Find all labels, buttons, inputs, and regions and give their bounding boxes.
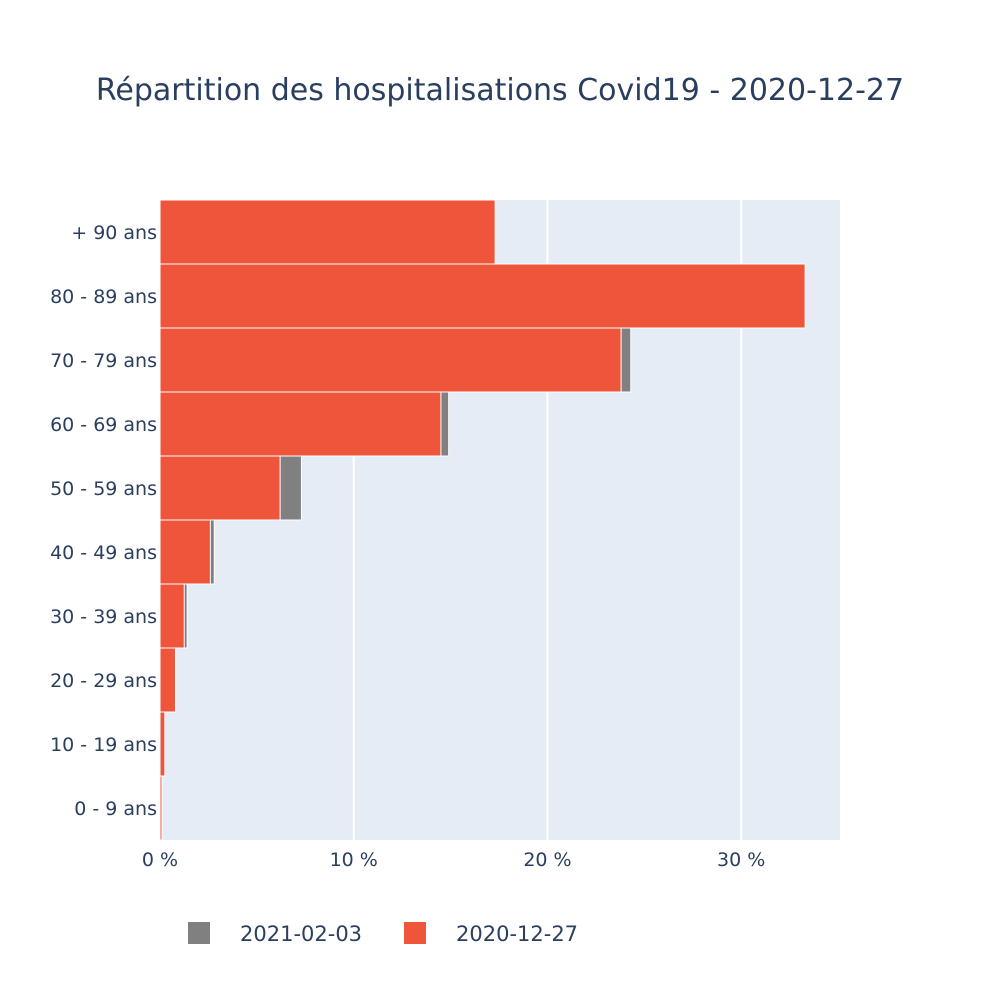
bar-2020-12-27[interactable]	[159, 391, 442, 457]
legend-label: 2020-12-27	[456, 922, 578, 946]
bar-2020-12-27[interactable]	[159, 775, 163, 841]
legend-swatch	[188, 922, 210, 944]
legend-item[interactable]: 2021-02-03	[188, 922, 362, 946]
bar-2020-12-27[interactable]	[159, 327, 622, 393]
legend-label: 2021-02-03	[240, 922, 362, 946]
x-axis-tick-labels: 0 % 10 % 20 % 30 %	[142, 849, 765, 871]
y-axis-tick-labels: 0 - 9 ans 10 - 19 ans 20 - 29 ans 30 - 39 a…	[50, 222, 157, 820]
bar-2020-12-27[interactable]	[159, 711, 166, 777]
chart-title: Répartition des hospitalisations Covid19…	[96, 73, 904, 108]
bar-2020-12-27[interactable]	[159, 519, 211, 585]
bar-2020-12-27[interactable]	[159, 583, 185, 649]
y-tick-label: 30 - 39 ans	[50, 606, 157, 628]
legend-swatch	[404, 922, 426, 944]
legend-item[interactable]: 2020-12-27	[404, 922, 578, 946]
y-tick-label: 70 - 79 ans	[50, 350, 157, 372]
y-tick-label: 60 - 69 ans	[50, 414, 157, 436]
y-tick-label: 10 - 19 ans	[50, 734, 157, 756]
y-tick-label: 80 - 89 ans	[50, 286, 157, 308]
x-tick-label: 0 %	[142, 849, 178, 871]
legend[interactable]: 2021-02-03 2020-12-27	[188, 922, 578, 946]
bar-2020-12-27[interactable]	[159, 455, 281, 521]
y-tick-label: 50 - 59 ans	[50, 478, 157, 500]
x-tick-label: 30 %	[717, 849, 765, 871]
y-tick-label: 20 - 29 ans	[50, 670, 157, 692]
x-tick-label: 10 %	[330, 849, 378, 871]
y-tick-label: 0 - 9 ans	[74, 798, 157, 820]
bars	[159, 199, 806, 841]
x-tick-label: 20 %	[523, 849, 571, 871]
bar-2020-12-27[interactable]	[159, 263, 806, 329]
bar-2020-12-27[interactable]	[159, 647, 176, 713]
y-tick-label: + 90 ans	[71, 222, 157, 244]
bar-2020-12-27[interactable]	[159, 199, 496, 265]
y-tick-label: 40 - 49 ans	[50, 542, 157, 564]
